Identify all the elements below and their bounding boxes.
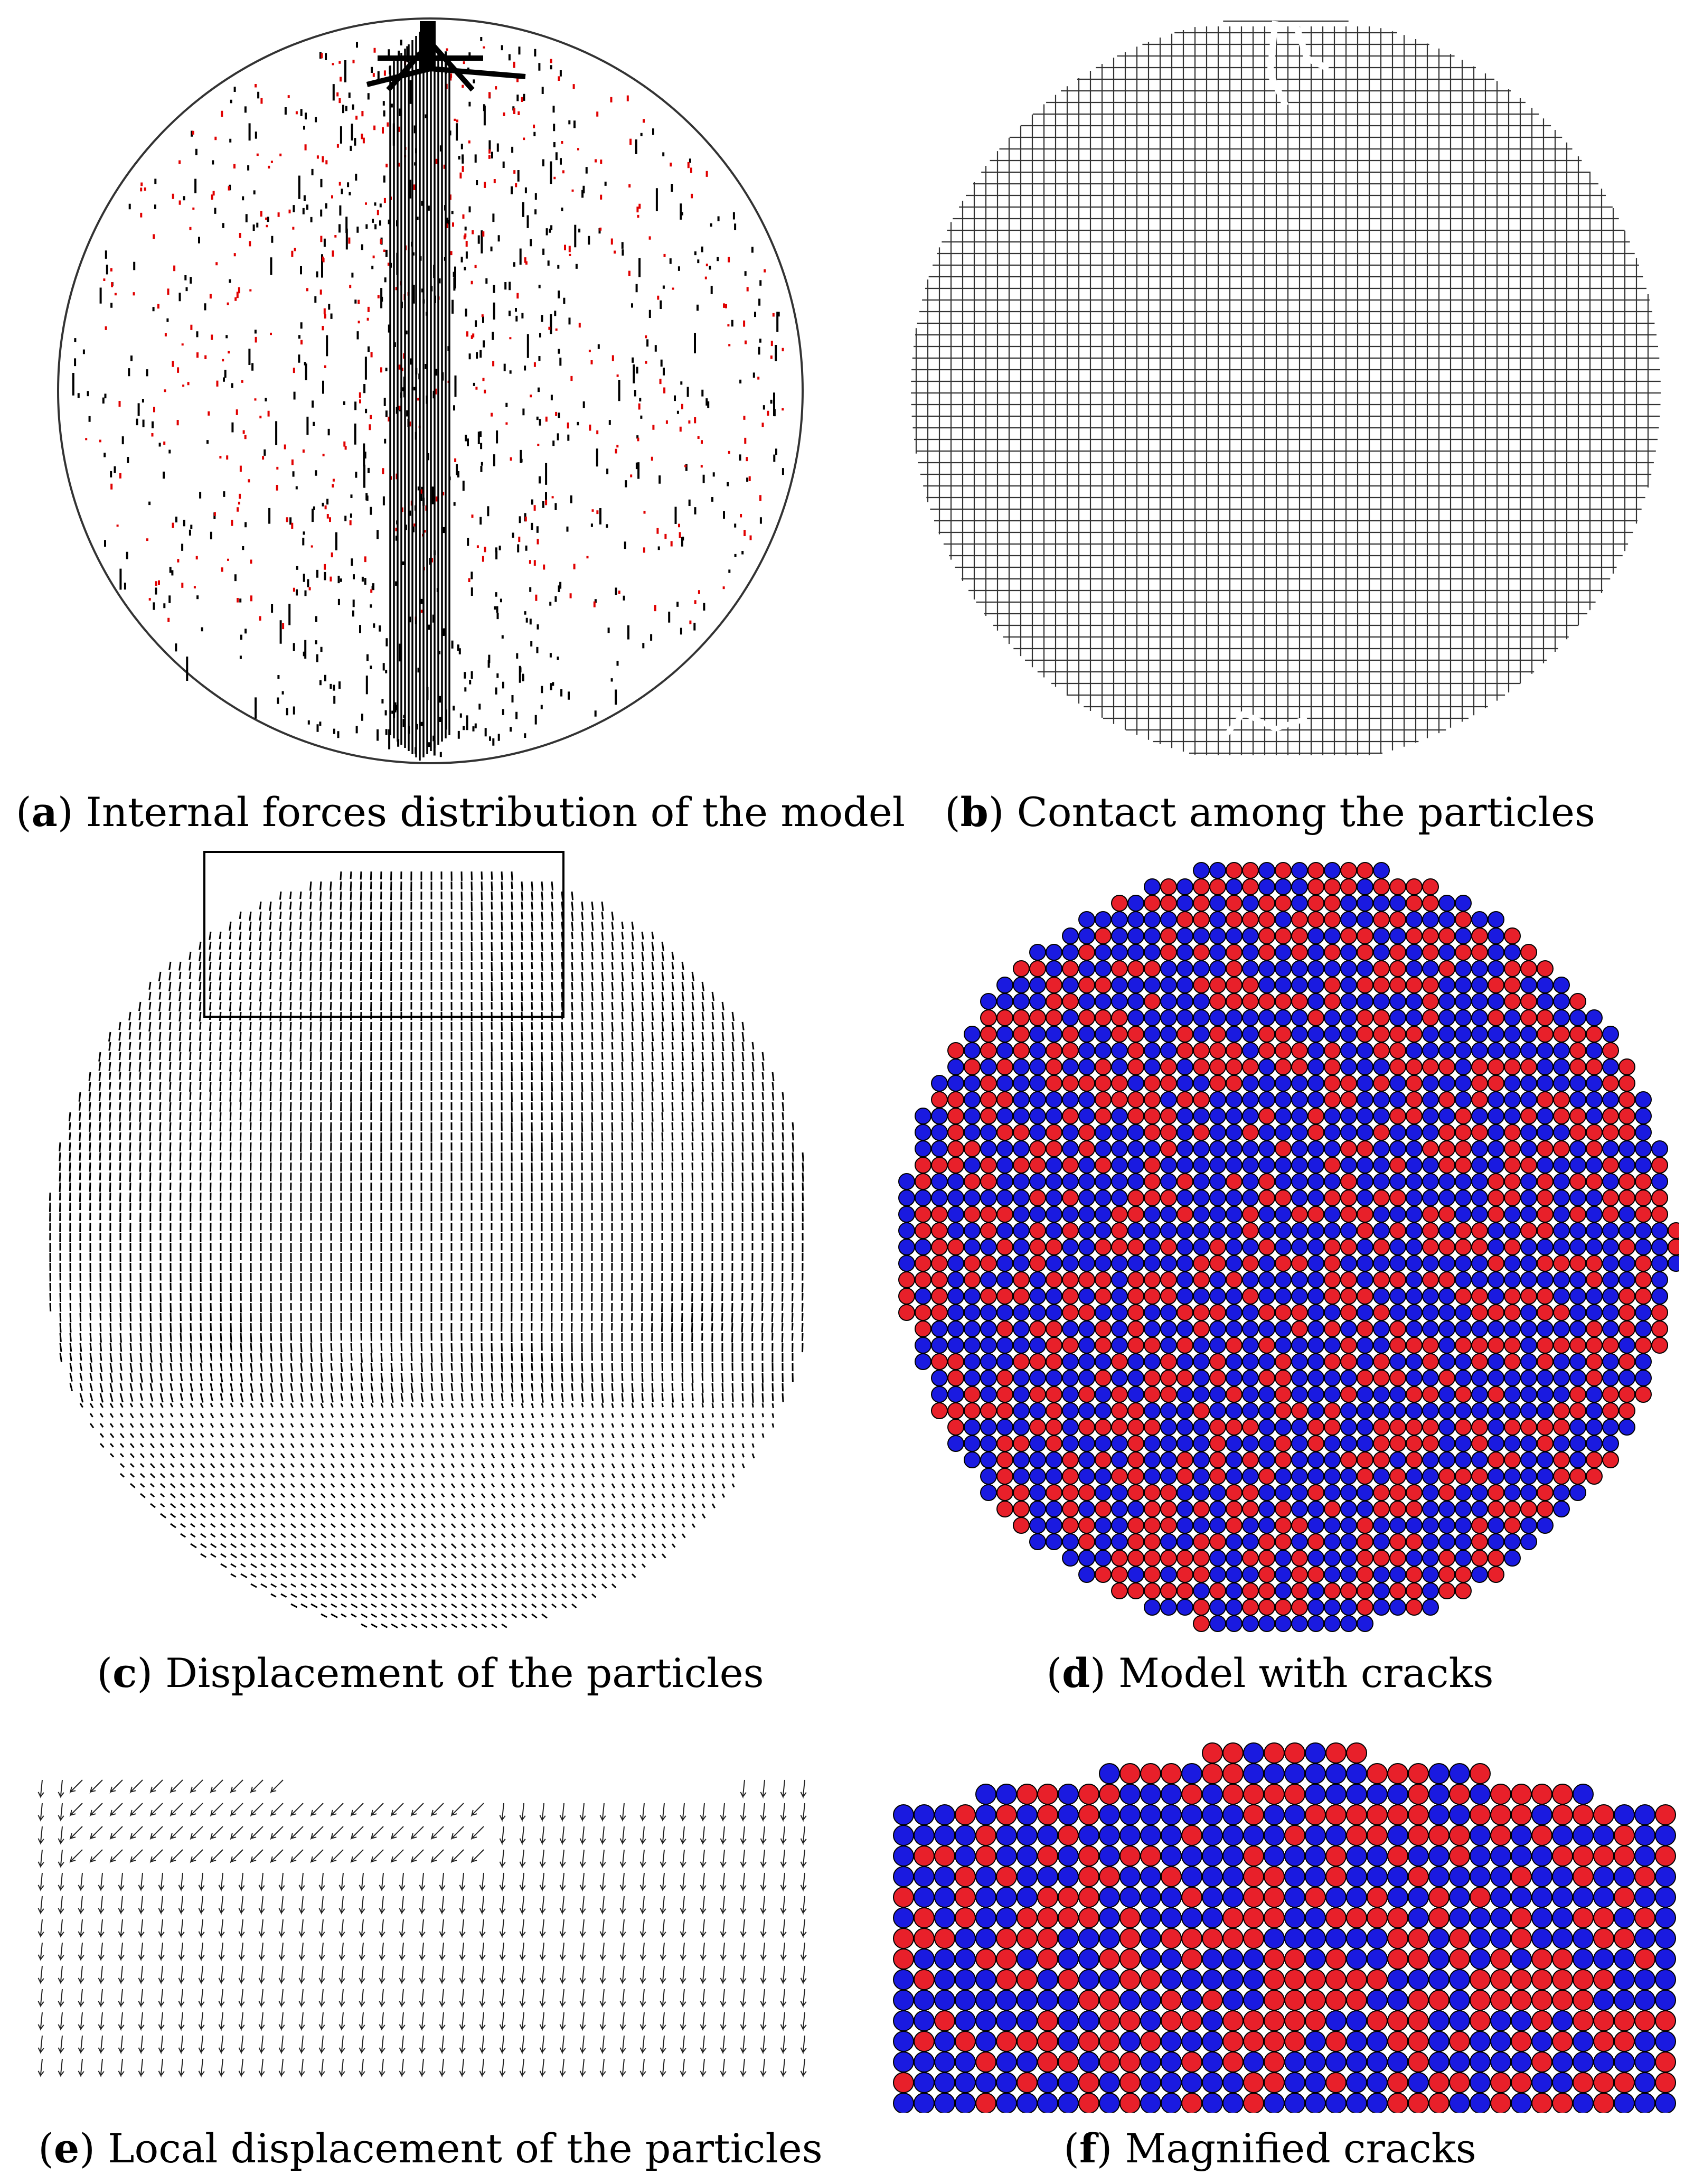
- tension-force-chains: [85, 46, 784, 630]
- cracked-model-diagram: [898, 862, 1679, 1632]
- panel-a-caption-text: Internal forces distribution of the mode…: [86, 789, 906, 836]
- bottom-crack: [1220, 709, 1308, 742]
- panel-f-caption-text: Magnified cracks: [1125, 2125, 1476, 2172]
- panel-f-figure: [892, 1701, 1684, 2113]
- contact-grid: [911, 20, 1661, 755]
- panel-a-figure: [50, 11, 811, 771]
- local-displacement-arrows: [37, 1779, 807, 2078]
- model-boundary: [57, 17, 804, 764]
- displacement-vectors: [49, 871, 804, 1629]
- local-displacement-diagram: [37, 1779, 807, 2078]
- particle-assembly: [898, 862, 1679, 1632]
- panel-e-caption-text: Local displacement of the particles: [108, 2125, 823, 2172]
- top-crack: [1266, 21, 1330, 107]
- contact-network-diagram: [911, 20, 1661, 755]
- panel-a-letter: a: [31, 789, 58, 836]
- panel-e-figure: [21, 1727, 829, 2097]
- panel-e-caption: (e) Local displacement of the particles: [38, 2125, 823, 2172]
- compression-force-chains: [72, 37, 784, 757]
- magnified-cracks-diagram: [893, 1742, 1676, 2113]
- central-force-column: [389, 32, 450, 761]
- displacement-field-diagram: [49, 851, 804, 1629]
- panel-b-figure: [906, 11, 1666, 771]
- panel-d-caption-text: Model with cracks: [1118, 1649, 1494, 1696]
- panel-d-caption: (d) Model with cracks: [1046, 1649, 1494, 1696]
- magnified-region-box: [203, 851, 564, 1018]
- panel-b-letter: b: [960, 789, 989, 836]
- internal-forces-diagram: [57, 17, 804, 764]
- magnified-particles: [893, 1742, 1676, 2113]
- panel-c-caption-text: Displacement of the particles: [165, 1649, 764, 1696]
- panel-b-caption: (b) Contact among the particles: [944, 789, 1596, 836]
- panel-c-caption: (c) Displacement of the particles: [97, 1649, 764, 1696]
- panel-b-caption-text: Contact among the particles: [1017, 789, 1596, 836]
- panel-e-letter: e: [53, 2125, 80, 2172]
- panel-a-caption: (a) Internal forces distribution of the …: [16, 789, 906, 836]
- top-platen-contact: [420, 21, 436, 69]
- panel-c-letter: c: [112, 1649, 137, 1696]
- panel-f-caption: (f) Magnified cracks: [1064, 2125, 1476, 2172]
- panel-d-figure: [898, 845, 1679, 1637]
- panel-c-figure: [40, 850, 821, 1637]
- panel-f-letter: f: [1079, 2125, 1097, 2172]
- panel-d-letter: d: [1062, 1649, 1090, 1696]
